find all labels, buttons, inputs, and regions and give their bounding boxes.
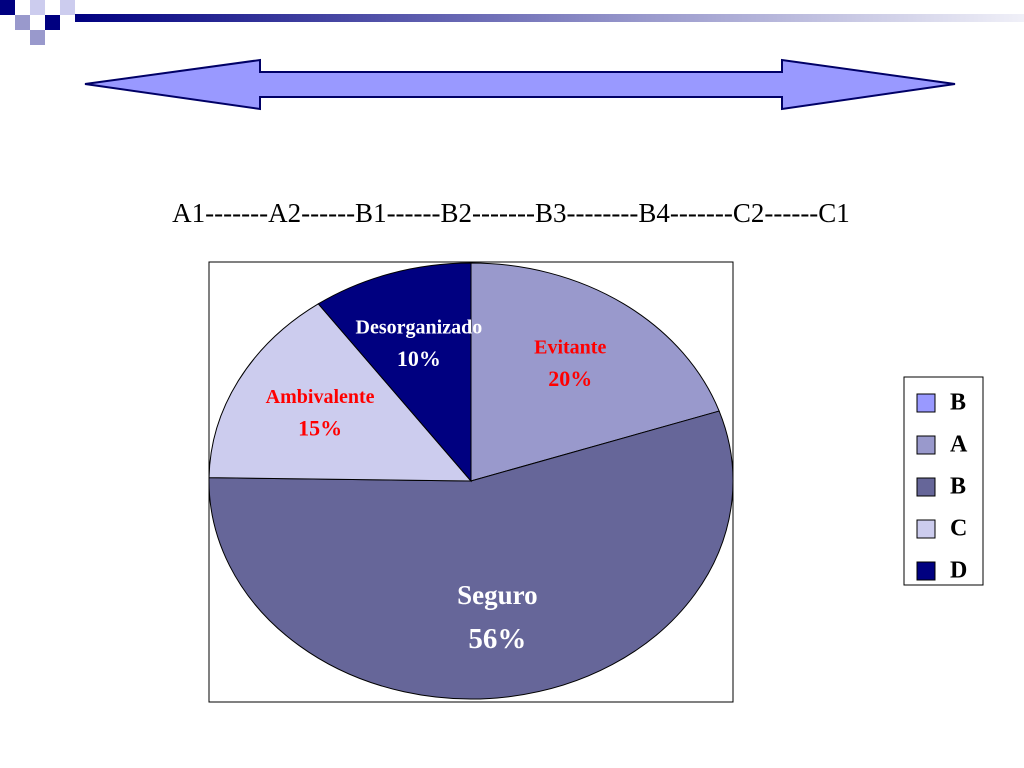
- pie-slice: [208, 410, 734, 700]
- legend-label: B: [950, 474, 966, 500]
- corner-decoration: [0, 0, 1024, 45]
- pie-slice: [208, 303, 473, 482]
- legend-swatch: [916, 435, 936, 455]
- slice-label: Desorganizado: [356, 317, 483, 339]
- legend-label: D: [950, 558, 967, 584]
- slice-value-label: 15%: [298, 415, 342, 440]
- slice-label: Evitante: [534, 336, 606, 358]
- slice-value-label: 56%: [468, 623, 526, 655]
- slice-label: Seguro: [457, 580, 538, 610]
- legend-swatch: [916, 519, 936, 539]
- pie-slice: [470, 262, 720, 482]
- legend-box: [903, 376, 984, 586]
- slice-value-label: 10%: [397, 346, 441, 371]
- legend-label: C: [950, 516, 967, 542]
- legend-label: B: [950, 390, 966, 416]
- legend-label: A: [950, 432, 968, 458]
- legend-swatch: [916, 561, 936, 581]
- slice-label: Ambivalente: [266, 386, 375, 408]
- double-arrow: [84, 58, 956, 111]
- pie-slice: [317, 262, 472, 483]
- slice-value-label: 20%: [548, 366, 592, 391]
- legend-swatch: [916, 477, 936, 497]
- legend-swatch: [916, 393, 936, 413]
- scale-text: A1-------A2------B1------B2-------B3----…: [172, 198, 850, 228]
